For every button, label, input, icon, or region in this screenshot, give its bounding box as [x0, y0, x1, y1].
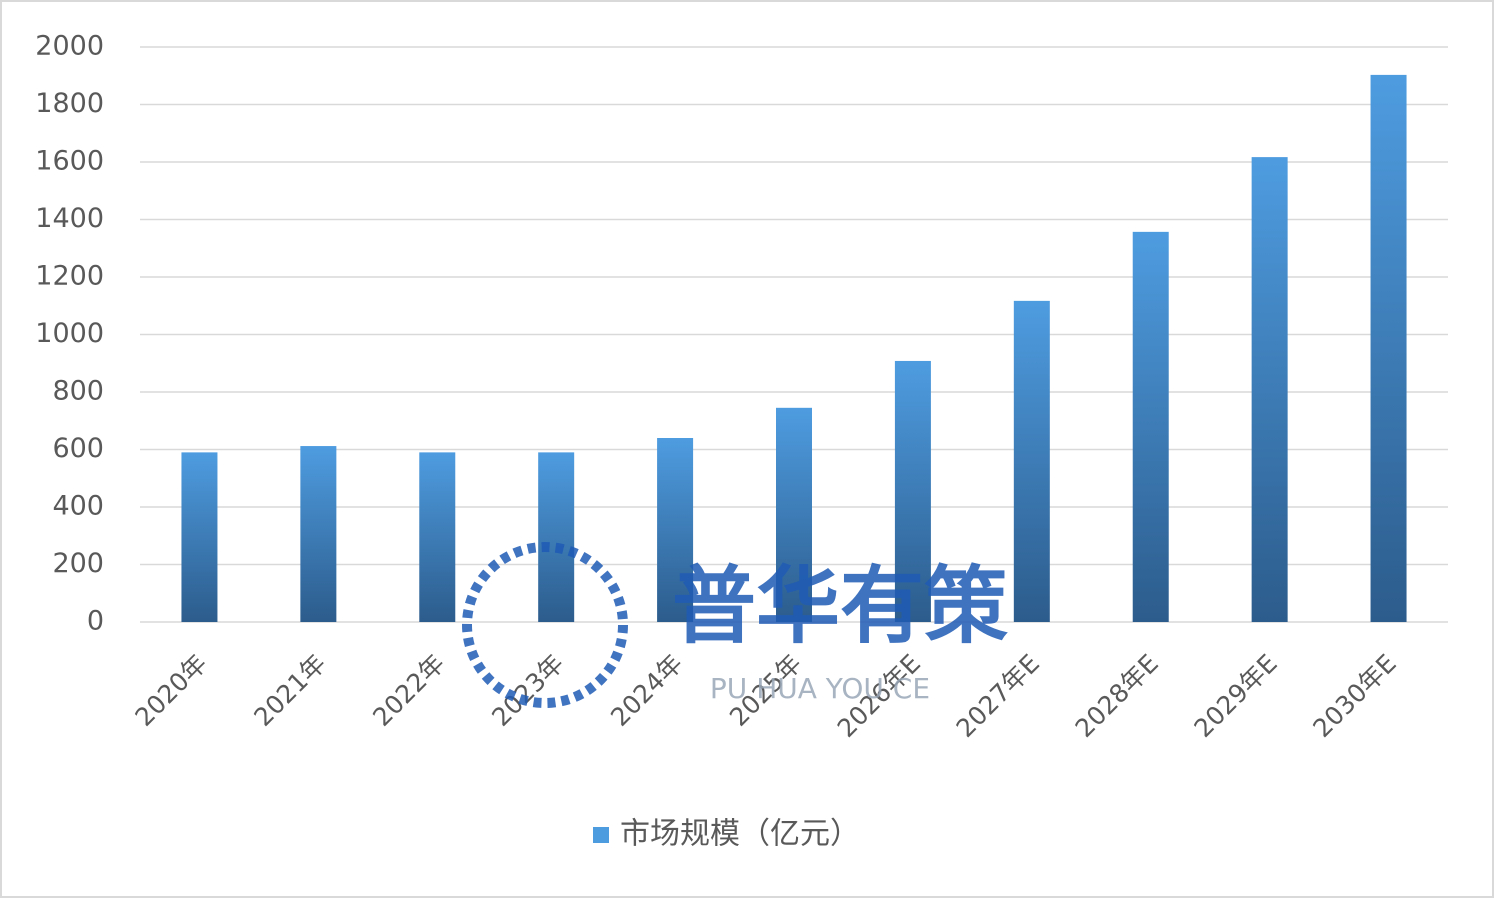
y-tick-label: 1400 — [35, 203, 104, 234]
bar — [1132, 231, 1169, 623]
watermark: 普华有策 PU HUA YOU CE — [462, 542, 1008, 708]
bar — [1251, 157, 1288, 623]
watermark-text: 普华有策 — [672, 557, 1008, 655]
bar — [657, 438, 694, 622]
y-tick-label: 600 — [52, 433, 104, 464]
legend: 市场规模（亿元） — [593, 817, 860, 852]
watermark-logo — [462, 542, 628, 708]
bar — [181, 452, 218, 622]
y-tick-label: 0 — [87, 606, 104, 637]
legend-swatch — [593, 827, 609, 843]
y-tick-label: 1200 — [35, 261, 104, 292]
bar — [1013, 300, 1050, 622]
y-tick-label: 2000 — [35, 31, 104, 62]
bar — [419, 452, 456, 622]
bar — [894, 360, 931, 622]
bar — [1370, 74, 1407, 622]
bar — [776, 407, 812, 622]
y-tick-label: 1600 — [35, 146, 104, 177]
bar — [300, 446, 337, 622]
y-tick-label: 200 — [52, 548, 104, 579]
y-tick-label: 1000 — [35, 318, 104, 349]
watermark-subtitle: PU HUA YOU CE — [710, 672, 930, 705]
y-tick-label: 1800 — [35, 88, 104, 119]
y-tick-label: 400 — [52, 491, 104, 522]
bar — [538, 452, 575, 622]
y-tick-label: 800 — [52, 376, 104, 407]
legend-label: 市场规模（亿元） — [620, 817, 860, 852]
